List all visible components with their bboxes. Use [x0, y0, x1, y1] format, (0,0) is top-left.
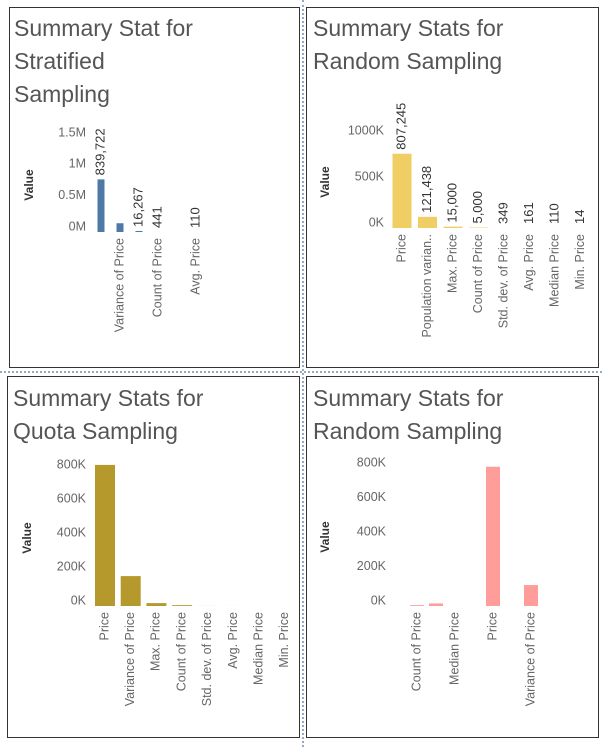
- y-tick-label: 0K: [371, 593, 387, 607]
- y-tick-label: 1M: [69, 157, 86, 171]
- panel: [7, 376, 300, 738]
- x-tick-label: Count of Price: [409, 612, 423, 691]
- value-label: 16,267: [130, 187, 145, 227]
- y-tick-label: 800K: [57, 457, 87, 471]
- y-tick-label: 600K: [57, 491, 87, 505]
- bar: [120, 576, 141, 606]
- bar: [429, 603, 443, 606]
- x-tick-label: Max. Price: [149, 612, 163, 671]
- y-tick-label: 600K: [357, 490, 387, 504]
- value-label: 5,000: [470, 191, 485, 224]
- chart-title: Summary Stat for Stratified Sampling: [14, 15, 193, 107]
- bar: [116, 223, 124, 232]
- y-tick-label: 0K: [369, 215, 385, 229]
- y-axis-label: Value: [318, 521, 332, 553]
- chart-title: Summary Stats for Random Sampling: [313, 385, 504, 444]
- x-tick-label: Median Price: [447, 612, 461, 685]
- x-tick-label: Std. dev. of Price: [200, 612, 214, 706]
- x-tick-label: Variance of Price: [123, 612, 137, 706]
- y-axis-label: Value: [22, 169, 36, 201]
- y-tick-label: 1000K: [348, 123, 385, 137]
- x-tick-label: Avg. Price: [522, 234, 536, 291]
- value-label: 807,245: [393, 103, 408, 150]
- x-tick-label: Avg. Price: [226, 612, 240, 669]
- panel: [306, 376, 599, 738]
- x-tick-label: Price: [394, 234, 408, 263]
- y-tick-label: 800K: [357, 455, 387, 469]
- value-label: 161: [521, 202, 536, 224]
- x-tick-label: Count of Price: [174, 612, 188, 691]
- bar: [443, 226, 463, 228]
- y-tick-label: 0M: [69, 219, 86, 233]
- y-tick-label: 400K: [357, 524, 387, 538]
- value-label: 110: [546, 203, 561, 224]
- x-tick-label: Min. Price: [277, 612, 291, 668]
- value-label: 15,000: [444, 183, 459, 223]
- separator: [302, 0, 304, 747]
- y-tick-label: 200K: [57, 559, 87, 573]
- value-label: 121,438: [419, 166, 434, 213]
- x-tick-label: Count of Price: [150, 238, 164, 317]
- y-tick-label: 0K: [71, 593, 87, 607]
- chart-title: Summary Stats for Random Sampling: [313, 15, 504, 74]
- x-tick-label: Price: [485, 612, 499, 641]
- panel: [306, 7, 599, 368]
- bar: [146, 603, 167, 606]
- y-tick-label: 0.5M: [58, 188, 86, 202]
- x-tick-label: Population varian..: [420, 234, 434, 338]
- x-tick-label: Variance of Price: [523, 612, 537, 706]
- x-tick-label: Count of Price: [471, 234, 485, 313]
- chart-title: Summary Stats for Quota Sampling: [13, 385, 204, 444]
- bar: [172, 605, 193, 606]
- y-axis-label: Value: [318, 166, 332, 198]
- y-tick-label: 500K: [355, 169, 385, 183]
- value-label: 349: [495, 202, 510, 224]
- x-tick-label: Variance of Price: [112, 238, 126, 332]
- bar: [418, 216, 437, 228]
- bar: [486, 466, 500, 606]
- x-tick-label: Min. Price: [573, 234, 587, 290]
- bar: [524, 585, 538, 606]
- bar: [410, 605, 424, 606]
- panel: [9, 7, 300, 368]
- value-label: 14: [572, 210, 587, 224]
- value-label: 441: [149, 206, 164, 228]
- value-label: 839,722: [92, 128, 107, 175]
- y-tick-label: 400K: [57, 525, 87, 539]
- separator: [0, 371, 602, 373]
- x-tick-label: Median Price: [251, 612, 265, 685]
- y-tick-label: 1.5M: [58, 125, 86, 139]
- x-tick-label: Avg. Price: [188, 238, 202, 295]
- x-tick-label: Median Price: [547, 234, 561, 307]
- bar: [95, 464, 115, 606]
- bar: [392, 153, 412, 228]
- y-axis-label: Value: [20, 522, 34, 554]
- x-tick-label: Max. Price: [445, 234, 459, 293]
- bar: [135, 230, 143, 232]
- x-tick-label: Price: [97, 612, 111, 641]
- value-label: 110: [187, 207, 202, 228]
- y-tick-label: 200K: [357, 559, 387, 573]
- x-tick-label: Std. dev. of Price: [496, 234, 510, 328]
- bar: [97, 179, 105, 232]
